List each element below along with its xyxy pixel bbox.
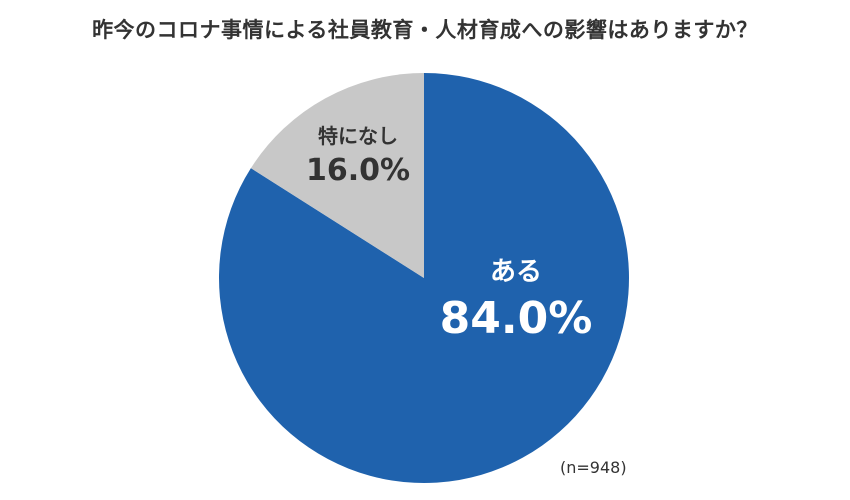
chart-title: 昨今のコロナ事情による社員教育・人材育成への影響はありますか？ bbox=[92, 18, 758, 42]
pie-slice-1 bbox=[219, 73, 629, 483]
slice-name-label: 特になし bbox=[318, 124, 398, 148]
pie-slice-2 bbox=[250, 73, 424, 278]
pie-labels: ある 84.0% 特になし 16.0% bbox=[306, 124, 592, 344]
sample-size-note: (n=948) bbox=[560, 458, 627, 477]
slice-value-label: 84.0% bbox=[440, 293, 593, 344]
pie-slices bbox=[219, 73, 629, 483]
slice-name-label: ある bbox=[490, 257, 542, 287]
slice-value-label: 16.0% bbox=[306, 153, 410, 188]
